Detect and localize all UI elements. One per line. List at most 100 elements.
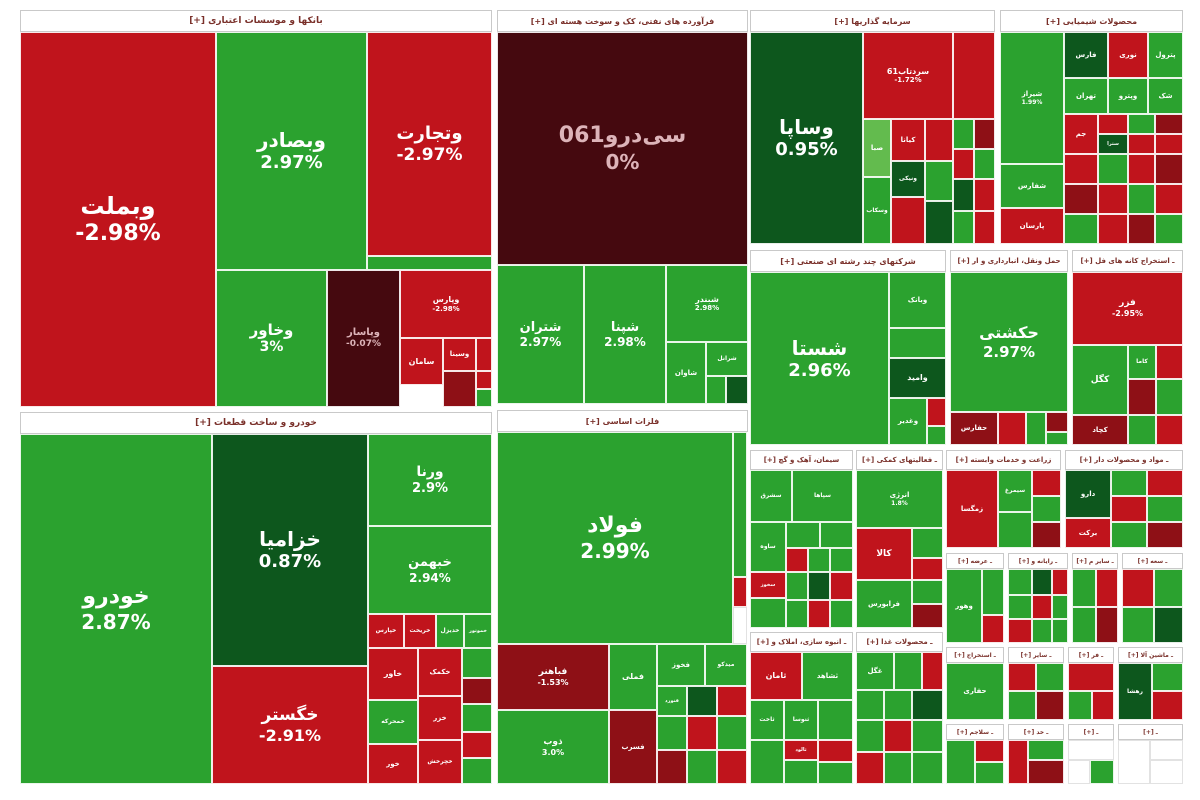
stock-tile[interactable] [750, 598, 786, 628]
sector-header-misc-4[interactable]: ـ خد [+] [1008, 724, 1064, 740]
stock-tile[interactable] [367, 256, 492, 270]
stock-tile[interactable] [1128, 214, 1155, 244]
stock-tile[interactable] [1072, 607, 1096, 643]
stock-tile[interactable] [830, 600, 853, 628]
stock-tile[interactable]: خچرخش [418, 740, 462, 784]
sector-header-metals[interactable]: فلزات اساسی [+] [497, 410, 748, 432]
stock-tile[interactable] [1098, 214, 1128, 244]
stock-tile[interactable]: صبا [863, 119, 891, 177]
stock-tile[interactable] [462, 678, 492, 704]
stock-tile[interactable]: شک [1148, 78, 1183, 114]
stock-tile[interactable]: حکشتی 2.97% [950, 272, 1068, 412]
stock-tile[interactable]: خزر [418, 696, 462, 740]
stock-tile[interactable] [733, 432, 747, 577]
sector-header-banks[interactable]: بانکها و موسسات اعتباری [+] [20, 10, 492, 32]
stock-tile[interactable]: رهشا [1118, 663, 1152, 720]
stock-tile[interactable] [927, 426, 946, 445]
sector-header-computer[interactable]: ـ رایانه و [+] [1008, 553, 1068, 569]
stock-tile[interactable] [1046, 412, 1068, 432]
stock-tile[interactable] [975, 740, 1004, 762]
stock-tile[interactable] [1098, 114, 1128, 134]
stock-tile[interactable]: غگل [856, 652, 894, 690]
sector-header-cement[interactable]: سیمان، آهک و گچ [+] [750, 450, 853, 470]
stock-tile[interactable] [953, 149, 974, 179]
stock-tile[interactable] [1052, 595, 1068, 619]
stock-tile[interactable]: پارسان [1000, 208, 1064, 244]
stock-tile[interactable]: وتجارت -2.97% [367, 32, 492, 256]
stock-tile[interactable] [1155, 134, 1183, 154]
stock-tile[interactable] [925, 161, 953, 201]
stock-tile[interactable]: وپارس -2.98% [400, 270, 492, 338]
stock-tile[interactable] [1128, 415, 1156, 445]
stock-tile[interactable] [1147, 470, 1183, 496]
stock-tile[interactable] [1090, 760, 1114, 784]
stock-tile[interactable] [1028, 760, 1064, 784]
stock-tile[interactable]: ثنوسا [784, 700, 818, 740]
stock-tile[interactable] [912, 720, 943, 752]
stock-tile[interactable] [982, 569, 1004, 615]
stock-tile[interactable] [982, 615, 1004, 643]
stock-tile[interactable]: فارس [1064, 32, 1108, 78]
stock-tile[interactable]: شستا 2.96% [750, 272, 889, 445]
stock-tile[interactable] [717, 686, 747, 716]
stock-tile[interactable] [1026, 412, 1046, 445]
stock-tile[interactable]: شیراز 1.99% [1000, 32, 1064, 164]
stock-tile[interactable] [1036, 691, 1064, 720]
stock-tile[interactable]: سیمرغ [998, 470, 1032, 512]
stock-tile[interactable] [1064, 214, 1098, 244]
stock-tile[interactable]: خمحرکه [368, 700, 418, 744]
stock-tile[interactable]: تهران [1064, 78, 1108, 114]
stock-tile[interactable] [1154, 569, 1183, 607]
stock-tile[interactable]: خکمک [418, 648, 462, 696]
stock-tile[interactable]: سترا [1098, 134, 1128, 154]
stock-tile[interactable] [657, 716, 687, 750]
stock-tile[interactable] [1128, 154, 1155, 184]
stock-tile[interactable] [1122, 569, 1154, 607]
stock-tile[interactable]: شبندر 2.98% [666, 265, 748, 342]
sector-header-misc-6[interactable]: ـ [+] [1118, 724, 1183, 740]
stock-tile[interactable] [1147, 496, 1183, 522]
stock-tile[interactable] [462, 732, 492, 758]
stock-tile[interactable] [884, 690, 912, 720]
stock-tile[interactable]: وبانک [889, 272, 946, 328]
stock-tile[interactable] [856, 752, 884, 784]
stock-tile[interactable] [786, 572, 808, 600]
stock-tile[interactable]: خموتور [464, 614, 492, 648]
stock-tile[interactable] [1152, 691, 1183, 720]
stock-tile[interactable] [1052, 619, 1068, 643]
stock-tile[interactable]: ساوه [750, 522, 786, 572]
stock-tile[interactable] [1008, 740, 1028, 784]
stock-tile[interactable] [912, 580, 943, 604]
sector-header-auto[interactable]: خودرو و ساخت قطعات [+] [20, 412, 492, 434]
stock-tile[interactable]: شرانل [706, 342, 748, 376]
stock-tile[interactable] [786, 522, 820, 548]
stock-tile[interactable] [1068, 760, 1090, 784]
stock-tile[interactable]: خاور [368, 648, 418, 700]
stock-tile[interactable]: پترول [1148, 32, 1183, 78]
stock-tile[interactable] [462, 704, 492, 732]
stock-tile[interactable] [856, 720, 884, 752]
stock-tile[interactable]: ثشاهد [802, 652, 853, 700]
sector-header-pharma[interactable]: ـ مواد و محصولات دار [+] [1065, 450, 1183, 470]
stock-tile[interactable] [706, 376, 726, 404]
sector-header-food[interactable]: ـ محصولات غذا [+] [856, 632, 943, 652]
stock-tile[interactable] [1128, 134, 1155, 154]
stock-tile[interactable] [1098, 154, 1128, 184]
stock-tile[interactable] [894, 652, 922, 690]
stock-tile[interactable] [946, 740, 975, 784]
stock-tile[interactable] [1152, 663, 1183, 691]
stock-tile[interactable] [1092, 691, 1114, 720]
stock-tile[interactable] [1098, 184, 1128, 214]
stock-tile[interactable]: زمگسا [946, 470, 998, 548]
stock-tile[interactable]: ورنا 2.9% [368, 434, 492, 526]
stock-tile[interactable] [1156, 415, 1183, 445]
stock-tile[interactable]: فرابورس [856, 580, 912, 628]
sector-header-chemicals[interactable]: محصولات شیمیایی [+] [1000, 10, 1183, 32]
stock-tile[interactable]: حفارس [950, 412, 998, 445]
stock-tile[interactable]: خگستر -2.91% [212, 666, 368, 784]
stock-tile[interactable] [1150, 760, 1183, 784]
sector-header-oil[interactable]: فرآورده های نفتی، کک و سوخت هسته ای [+] [497, 10, 748, 32]
stock-tile[interactable]: جم [1064, 114, 1098, 154]
stock-tile[interactable]: نوری [1108, 32, 1148, 78]
stock-tile[interactable]: کالا [856, 528, 912, 580]
